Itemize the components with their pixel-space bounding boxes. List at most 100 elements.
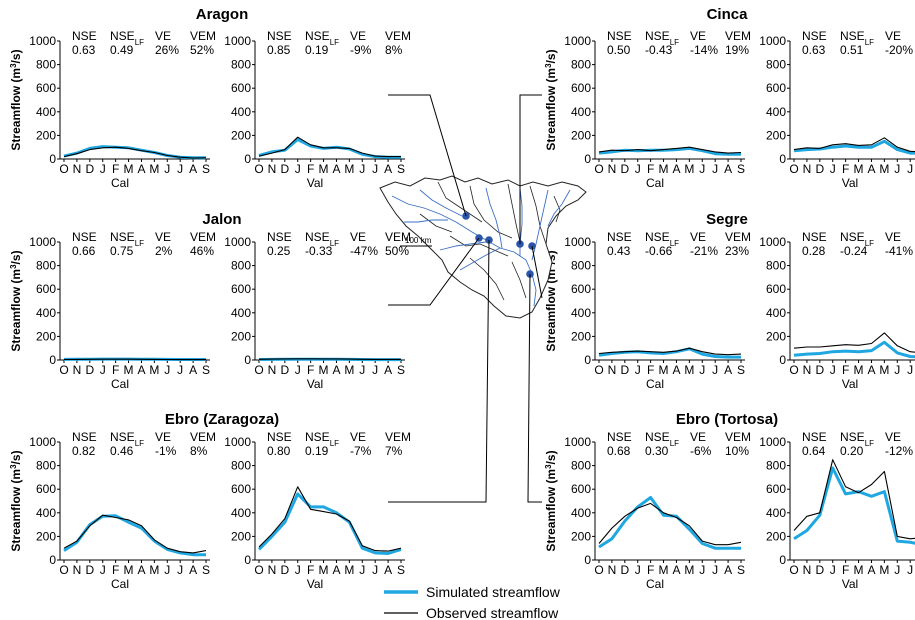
y-tick-label: 800 bbox=[571, 459, 591, 473]
x-tick-label: J bbox=[372, 162, 378, 176]
y-tick-label: 600 bbox=[36, 282, 56, 296]
x-tick-label: S bbox=[202, 363, 210, 377]
sub-basin-boundary bbox=[419, 213, 453, 233]
station-title: Cinca bbox=[707, 6, 749, 23]
x-tick-label: O bbox=[59, 363, 68, 377]
x-tick-label: S bbox=[737, 363, 745, 377]
stat-header: VE bbox=[885, 230, 901, 244]
stat-header: VEM bbox=[725, 230, 751, 244]
x-tick-label: F bbox=[842, 563, 849, 577]
y-tick-label: 400 bbox=[36, 105, 56, 119]
river-line bbox=[485, 187, 503, 249]
y-tick-label: 800 bbox=[571, 259, 591, 273]
stat-value: 0.25 bbox=[267, 244, 291, 258]
x-tick-label: M bbox=[684, 162, 694, 176]
stat-header: NSE bbox=[267, 29, 292, 43]
y-tick-label: 400 bbox=[766, 306, 786, 320]
y-tick-label: 400 bbox=[36, 306, 56, 320]
x-tick-label: J bbox=[699, 162, 705, 176]
station-ebro-tortosa: Ebro (Tortosa) Streamflow (m3/s) 0 200 400 60… bbox=[544, 411, 915, 591]
stat-value: -9% bbox=[350, 43, 372, 57]
y-tick-label: 600 bbox=[571, 282, 591, 296]
x-tick-label: D bbox=[815, 162, 824, 176]
stat-header: NSE bbox=[802, 430, 827, 444]
stat-header: NSE bbox=[607, 230, 632, 244]
x-tick-label: O bbox=[594, 363, 603, 377]
x-tick-label: F bbox=[112, 162, 119, 176]
sub-basin-boundary bbox=[553, 195, 561, 223]
river-line bbox=[419, 189, 463, 217]
stat-value: -0.33 bbox=[305, 244, 333, 258]
x-tick-label: M bbox=[344, 162, 354, 176]
y-tick-label: 0 bbox=[49, 353, 56, 367]
x-tick-label: N bbox=[803, 363, 812, 377]
stat-header: VE bbox=[350, 430, 366, 444]
y-tick-label: 0 bbox=[244, 152, 251, 166]
x-tick-label: A bbox=[384, 162, 392, 176]
x-tick-label: A bbox=[724, 162, 732, 176]
x-tick-label: J bbox=[635, 162, 641, 176]
river-line bbox=[404, 219, 448, 223]
y-tick-label: 600 bbox=[36, 482, 56, 496]
stat-header: VE bbox=[690, 29, 706, 43]
leader-line bbox=[388, 239, 490, 503]
station-title: Aragon bbox=[196, 6, 249, 23]
stat-value: 0.43 bbox=[607, 244, 631, 258]
y-tick-label: 1000 bbox=[564, 34, 591, 48]
y-tick-label: 800 bbox=[231, 58, 251, 72]
y-tick-label: 400 bbox=[571, 506, 591, 520]
river-line bbox=[531, 189, 549, 261]
x-tick-label: F bbox=[307, 363, 314, 377]
x-tick-label: M bbox=[319, 563, 329, 577]
observed-series-line bbox=[258, 136, 401, 158]
stat-header: VE bbox=[690, 430, 706, 444]
x-tick-label: M bbox=[854, 363, 864, 377]
x-tick-label: M bbox=[684, 563, 694, 577]
x-tick-label: N bbox=[608, 363, 617, 377]
y-tick-label: 600 bbox=[571, 482, 591, 496]
stat-value: 23% bbox=[725, 244, 749, 258]
x-tick-label: D bbox=[620, 563, 629, 577]
y-tick-label: 800 bbox=[766, 259, 786, 273]
x-tick-label: M bbox=[124, 363, 134, 377]
y-tick-label: 200 bbox=[571, 529, 591, 543]
y-tick-label: 1000 bbox=[224, 435, 251, 449]
x-tick-label: N bbox=[268, 363, 277, 377]
y-tick-label: 1000 bbox=[29, 34, 56, 48]
x-tick-label: N bbox=[73, 363, 82, 377]
y-tick-label: 800 bbox=[36, 459, 56, 473]
y-tick-label: 400 bbox=[36, 506, 56, 520]
y-tick-label: 0 bbox=[584, 152, 591, 166]
x-tick-label: J bbox=[830, 162, 836, 176]
x-tick-label: A bbox=[384, 363, 392, 377]
x-tick-label: M bbox=[854, 563, 864, 577]
observed-series-line bbox=[598, 502, 742, 546]
y-tick-label: 0 bbox=[49, 553, 56, 567]
stat-value: 2% bbox=[155, 244, 173, 258]
y-tick-label: 800 bbox=[36, 58, 56, 72]
y-tick-label: 800 bbox=[231, 259, 251, 273]
stat-header: VE bbox=[155, 29, 171, 43]
stat-value: 0.85 bbox=[267, 43, 291, 57]
observed-series-line bbox=[258, 358, 401, 360]
y-axis-label: Streamflow (m3/s) bbox=[544, 49, 559, 150]
stat-header: VEM bbox=[385, 430, 411, 444]
y-axis-label: Streamflow (m3/s) bbox=[9, 450, 24, 551]
x-tick-label: A bbox=[672, 563, 680, 577]
y-tick-label: 0 bbox=[584, 353, 591, 367]
leader-line bbox=[527, 273, 542, 503]
stat-value: 0.19 bbox=[305, 43, 329, 57]
x-tick-label: J bbox=[907, 563, 913, 577]
x-tick-label: O bbox=[789, 363, 798, 377]
stat-value: -0.43 bbox=[645, 43, 673, 57]
x-tick-label: N bbox=[268, 162, 277, 176]
y-tick-label: 400 bbox=[231, 306, 251, 320]
stat-value: -47% bbox=[350, 244, 378, 258]
x-tick-label: J bbox=[712, 363, 718, 377]
